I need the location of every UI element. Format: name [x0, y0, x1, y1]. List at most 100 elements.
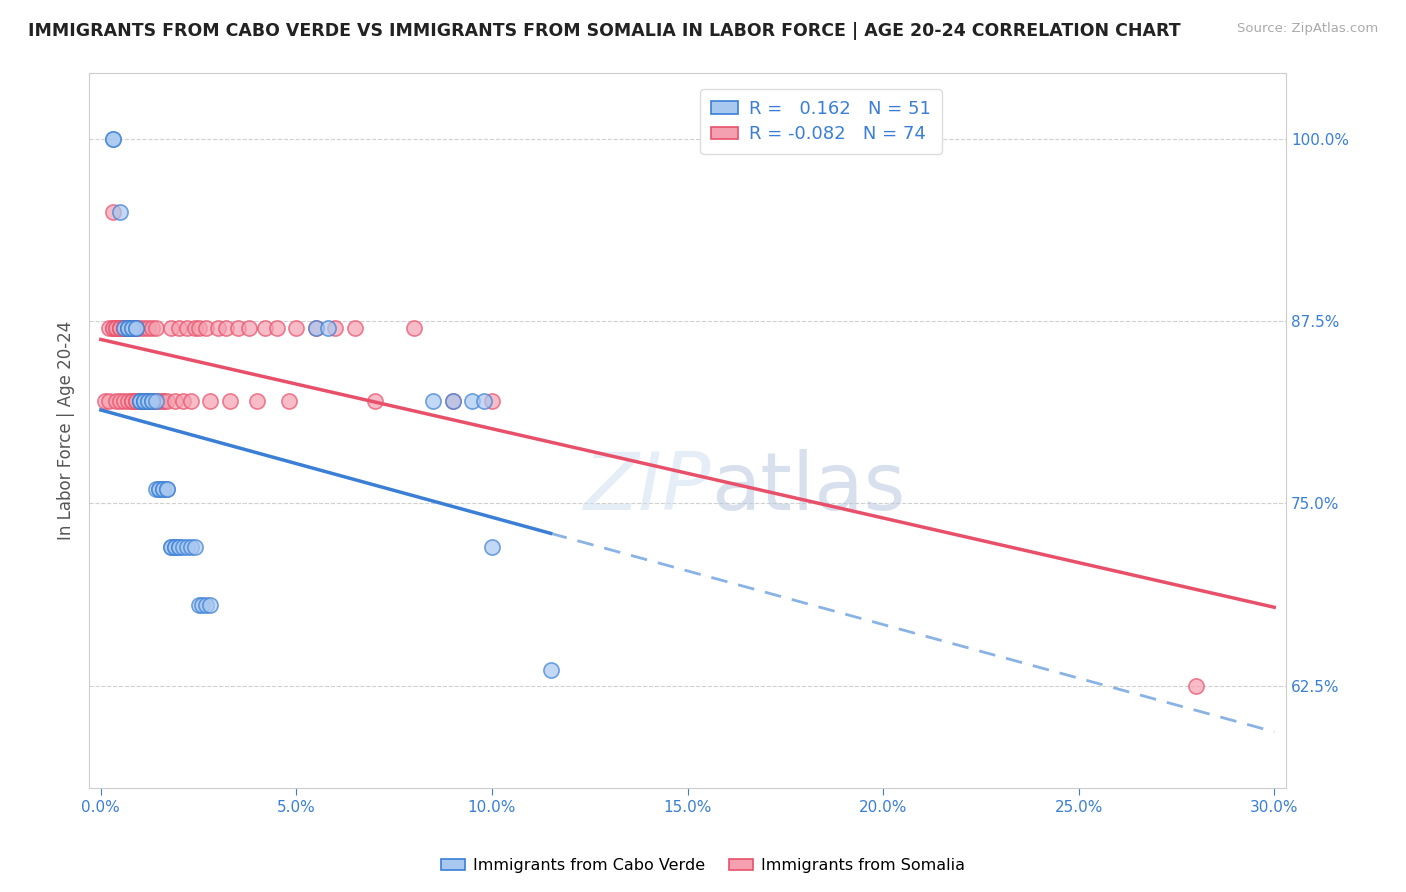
- Point: [125, 321, 148, 335]
- Point: [176, 540, 198, 554]
- Point: [132, 321, 155, 335]
- Point: [141, 321, 163, 335]
- Point: [195, 321, 218, 335]
- Point: [305, 321, 328, 335]
- Point: [97, 321, 120, 335]
- Point: [165, 394, 187, 409]
- Point: [238, 321, 260, 335]
- Point: [125, 321, 148, 335]
- Point: [148, 482, 170, 496]
- Point: [110, 394, 132, 409]
- Point: [207, 321, 229, 335]
- Point: [441, 394, 464, 409]
- Point: [145, 394, 167, 409]
- Point: [183, 321, 205, 335]
- Y-axis label: In Labor Force | Age 20-24: In Labor Force | Age 20-24: [58, 321, 75, 540]
- Point: [112, 394, 135, 409]
- Point: [363, 394, 385, 409]
- Point: [145, 482, 167, 496]
- Point: [316, 321, 339, 335]
- Point: [121, 321, 143, 335]
- Point: [167, 321, 190, 335]
- Point: [152, 394, 174, 409]
- Point: [160, 321, 183, 335]
- Point: [148, 394, 170, 409]
- Point: [129, 394, 152, 409]
- Point: [132, 394, 155, 409]
- Point: [112, 321, 135, 335]
- Point: [187, 321, 209, 335]
- Point: [129, 394, 152, 409]
- Point: [402, 321, 425, 335]
- Text: Source: ZipAtlas.com: Source: ZipAtlas.com: [1237, 22, 1378, 36]
- Point: [112, 321, 135, 335]
- Point: [132, 394, 155, 409]
- Point: [136, 394, 159, 409]
- Point: [112, 321, 135, 335]
- Point: [195, 599, 218, 613]
- Point: [117, 321, 139, 335]
- Point: [129, 394, 152, 409]
- Point: [117, 321, 139, 335]
- Point: [125, 321, 148, 335]
- Point: [136, 394, 159, 409]
- Point: [218, 394, 240, 409]
- Point: [481, 540, 503, 554]
- Point: [183, 540, 205, 554]
- Point: [172, 394, 194, 409]
- Point: [180, 540, 202, 554]
- Point: [112, 321, 135, 335]
- Point: [148, 482, 170, 496]
- Text: ZIP: ZIP: [583, 449, 711, 526]
- Point: [305, 321, 328, 335]
- Point: [285, 321, 308, 335]
- Point: [129, 394, 152, 409]
- Point: [461, 394, 484, 409]
- Point: [152, 482, 174, 496]
- Point: [277, 394, 299, 409]
- Point: [125, 394, 148, 409]
- Point: [110, 321, 132, 335]
- Point: [226, 321, 249, 335]
- Point: [422, 394, 444, 409]
- Point: [441, 394, 464, 409]
- Point: [165, 540, 187, 554]
- Point: [129, 321, 152, 335]
- Point: [254, 321, 277, 335]
- Point: [121, 321, 143, 335]
- Point: [129, 394, 152, 409]
- Legend: Immigrants from Cabo Verde, Immigrants from Somalia: Immigrants from Cabo Verde, Immigrants f…: [434, 852, 972, 880]
- Text: atlas: atlas: [711, 449, 905, 526]
- Point: [187, 599, 209, 613]
- Point: [121, 394, 143, 409]
- Point: [172, 540, 194, 554]
- Point: [145, 394, 167, 409]
- Text: IMMIGRANTS FROM CABO VERDE VS IMMIGRANTS FROM SOMALIA IN LABOR FORCE | AGE 20-24: IMMIGRANTS FROM CABO VERDE VS IMMIGRANTS…: [28, 22, 1181, 40]
- Point: [141, 394, 163, 409]
- Point: [152, 482, 174, 496]
- Point: [105, 321, 128, 335]
- Point: [540, 663, 562, 677]
- Point: [101, 131, 124, 145]
- Point: [200, 599, 222, 613]
- Point: [141, 394, 163, 409]
- Point: [167, 540, 190, 554]
- Point: [215, 321, 238, 335]
- Point: [121, 394, 143, 409]
- Point: [246, 394, 269, 409]
- Point: [165, 540, 187, 554]
- Point: [266, 321, 288, 335]
- Point: [200, 394, 222, 409]
- Point: [112, 321, 135, 335]
- Legend: R =   0.162   N = 51, R = -0.082   N = 74: R = 0.162 N = 51, R = -0.082 N = 74: [700, 89, 942, 154]
- Point: [125, 321, 148, 335]
- Point: [117, 394, 139, 409]
- Point: [191, 599, 214, 613]
- Point: [105, 321, 128, 335]
- Point: [117, 321, 139, 335]
- Point: [101, 321, 124, 335]
- Point: [145, 321, 167, 335]
- Point: [176, 321, 198, 335]
- Point: [105, 394, 128, 409]
- Point: [325, 321, 347, 335]
